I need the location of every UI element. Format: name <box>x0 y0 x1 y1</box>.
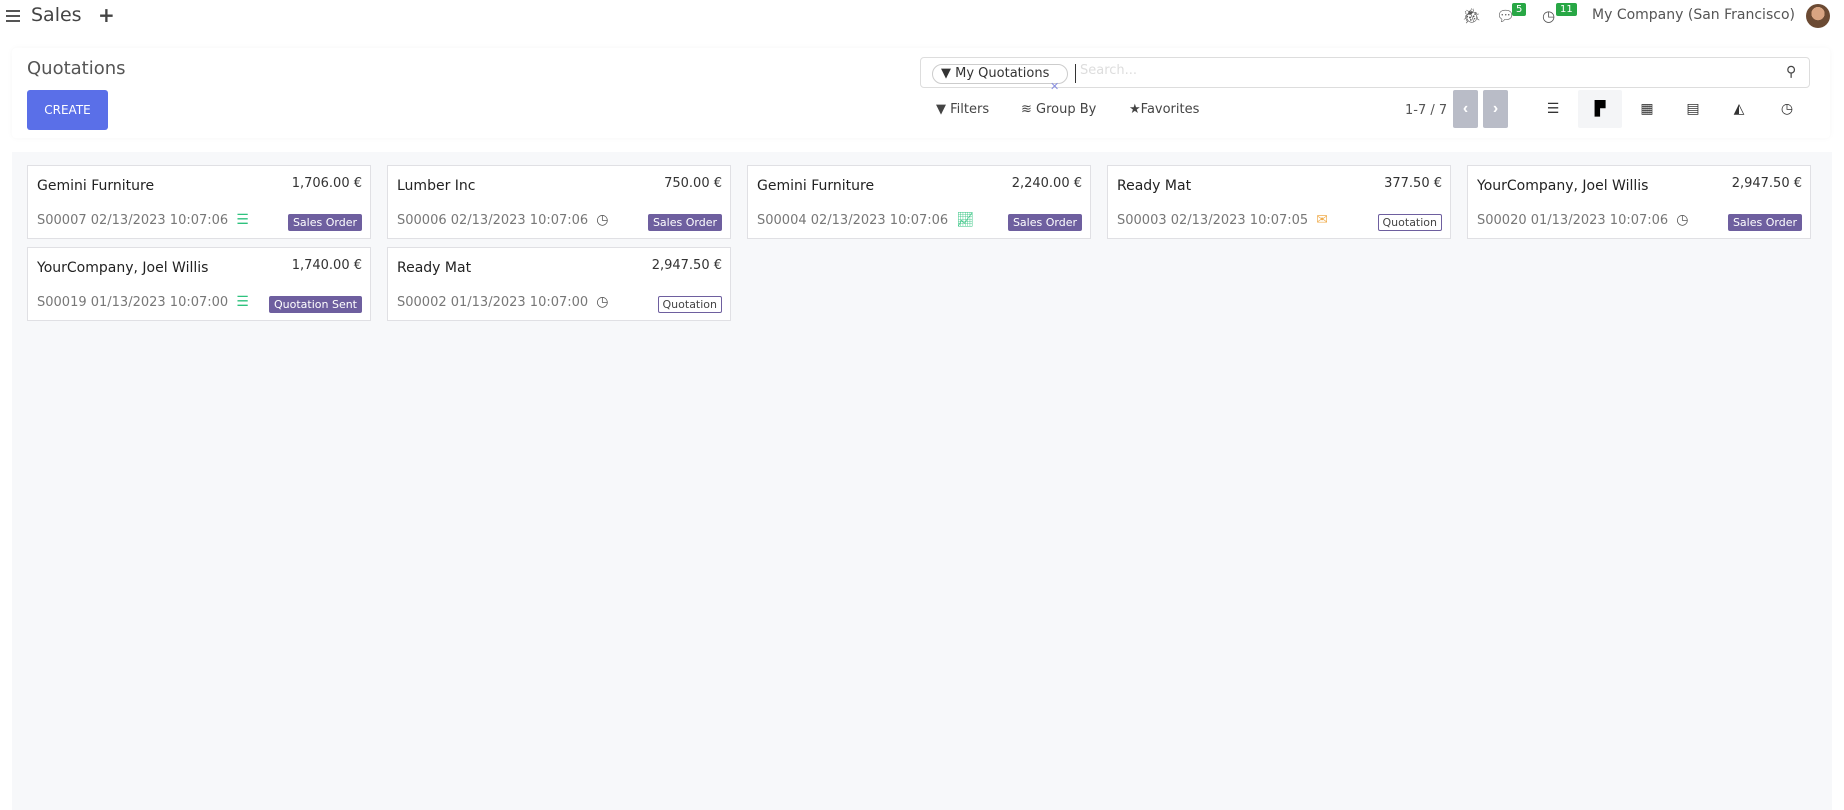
plus-icon[interactable]: + <box>98 3 115 27</box>
status-badge: Sales Order <box>287 214 362 231</box>
amount: 1,706.00 € <box>291 176 362 191</box>
customer-name: Ready Mat <box>397 260 472 276</box>
status-badge: Quotation <box>1377 214 1442 231</box>
customer-name: Gemini Furniture <box>757 178 875 194</box>
page-title: Quotations <box>27 58 126 79</box>
customer-name: YourCompany, Joel Willis <box>1477 178 1649 194</box>
status-badge: Sales Order <box>1007 214 1082 231</box>
line-chart-icon[interactable]: 📈︎ <box>956 212 974 228</box>
tasks-icon[interactable]: ☰ <box>236 294 249 310</box>
reference-text: S00004 02/13/2023 10:07:06 <box>757 212 949 228</box>
amount: 2,947.50 € <box>651 258 722 273</box>
facet-label: My Quotations <box>955 66 1050 81</box>
clock-icon: ◷ <box>1780 101 1794 117</box>
clock-icon[interactable]: ◷ <box>1542 7 1556 25</box>
reference-text: S00020 01/13/2023 10:07:06 <box>1477 212 1669 228</box>
reference-text: S00019 01/13/2023 10:07:00 <box>37 294 229 310</box>
search-facet: ▼ My Quotations <box>932 64 1069 84</box>
kanban-card[interactable]: Ready Mat 377.50 € S00003 02/13/2023 10:… <box>1107 165 1451 239</box>
pager-previous-button[interactable]: ‹ <box>1453 90 1478 128</box>
filters-button[interactable]: ▼ Filters <box>936 102 990 117</box>
amount: 1,740.00 € <box>291 258 362 273</box>
calendar-view-button[interactable]: ▦ <box>1625 90 1669 128</box>
activity-view-button[interactable]: ◷ <box>1765 90 1809 128</box>
customer-name: Ready Mat <box>1117 178 1192 194</box>
company-switcher[interactable]: My Company (San Francisco) <box>1592 7 1795 23</box>
reference-text: S00002 01/13/2023 10:07:00 <box>397 294 589 310</box>
text-cursor <box>1075 64 1076 83</box>
search-icon[interactable]: ⚲ <box>1786 64 1797 80</box>
clock-icon[interactable]: ◷ <box>1676 212 1689 228</box>
star-icon: ★ <box>1129 102 1141 117</box>
kanban-icon: ▛ <box>1594 101 1606 117</box>
kanban-card[interactable]: Gemini Furniture 2,240.00 € S00004 02/13… <box>747 165 1091 239</box>
bug-icon[interactable]: 🐞︎ <box>1462 7 1482 25</box>
amount: 2,240.00 € <box>1011 176 1082 191</box>
reference-date: S00020 01/13/2023 10:07:06 ◷ <box>1477 212 1688 228</box>
reference-date: S00003 02/13/2023 10:07:05 ✉ <box>1117 212 1328 228</box>
pivot-view-button[interactable]: ▤ <box>1671 90 1715 128</box>
avatar[interactable] <box>1806 4 1830 28</box>
reference-text: S00007 02/13/2023 10:07:06 <box>37 212 229 228</box>
reference-date: S00002 01/13/2023 10:07:00 ◷ <box>397 294 608 310</box>
tasks-icon[interactable]: ☰ <box>236 212 249 228</box>
status-badge: Quotation <box>657 296 722 313</box>
list-view-button[interactable]: ☰ <box>1531 90 1575 128</box>
amount: 377.50 € <box>1384 176 1442 191</box>
status-badge: Sales Order <box>647 214 722 231</box>
favorites-button[interactable]: ★Favorites <box>1129 102 1200 117</box>
amount: 2,947.50 € <box>1731 176 1802 191</box>
envelope-icon[interactable]: ✉ <box>1316 212 1328 228</box>
customer-name: YourCompany, Joel Willis <box>37 260 209 276</box>
kanban-card[interactable]: YourCompany, Joel Willis 2,947.50 € S000… <box>1467 165 1811 239</box>
list-icon: ☰ <box>1546 101 1560 117</box>
calendar-icon: ▦ <box>1640 101 1654 117</box>
customer-name: Gemini Furniture <box>37 178 155 194</box>
reference-date: S00019 01/13/2023 10:07:00 ☰ <box>37 294 249 310</box>
status-badge: Quotation Sent <box>268 296 362 313</box>
messages-badge: 5 <box>1512 3 1527 16</box>
pager-next-button[interactable]: › <box>1483 90 1508 128</box>
kanban-view-button[interactable]: ▛ <box>1578 90 1622 128</box>
layers-icon: ≋ <box>1021 102 1032 117</box>
customer-name: Lumber Inc <box>397 178 476 194</box>
reference-text: S00003 02/13/2023 10:07:05 <box>1117 212 1309 228</box>
graph-view-button[interactable]: ◭ <box>1717 90 1761 128</box>
area-chart-icon: ◭ <box>1733 101 1745 117</box>
kanban-card[interactable]: Lumber Inc 750.00 € S00006 02/13/2023 10… <box>387 165 731 239</box>
groupby-button[interactable]: ≋ Group By <box>1021 102 1097 117</box>
reference-text: S00006 02/13/2023 10:07:06 <box>397 212 589 228</box>
filter-icon: ▼ <box>936 102 946 117</box>
activities-badge: 11 <box>1556 3 1577 16</box>
kanban-card[interactable]: YourCompany, Joel Willis 1,740.00 € S000… <box>27 247 371 321</box>
create-button[interactable]: CREATE <box>27 90 108 130</box>
reference-date: S00006 02/13/2023 10:07:06 ◷ <box>397 212 608 228</box>
top-navbar: Sales + 🐞︎ 💬︎ 5 ◷ 11 My Company (San Fra… <box>0 0 1844 34</box>
table-icon: ▤ <box>1686 101 1700 117</box>
menu-icon[interactable] <box>6 10 20 22</box>
reference-date: S00004 02/13/2023 10:07:06 📈︎ <box>757 212 974 228</box>
status-badge: Sales Order <box>1727 214 1802 231</box>
filter-icon: ▼ <box>941 66 956 81</box>
search-bar[interactable] <box>920 57 1810 88</box>
amount: 750.00 € <box>664 176 722 191</box>
clock-icon[interactable]: ◷ <box>596 212 609 228</box>
chat-icon[interactable]: 💬︎ <box>1496 7 1516 25</box>
clock-icon[interactable]: ◷ <box>596 294 609 310</box>
kanban-card[interactable]: Gemini Furniture 1,706.00 € S00007 02/13… <box>27 165 371 239</box>
pager-value[interactable]: 1-7 / 7 <box>1405 103 1448 118</box>
kanban-card[interactable]: Ready Mat 2,947.50 € S00002 01/13/2023 1… <box>387 247 731 321</box>
reference-date: S00007 02/13/2023 10:07:06 ☰ <box>37 212 249 228</box>
app-name[interactable]: Sales <box>31 4 82 26</box>
remove-facet-icon[interactable]: ✕ <box>1050 80 1060 93</box>
search-input[interactable] <box>1080 63 1680 78</box>
